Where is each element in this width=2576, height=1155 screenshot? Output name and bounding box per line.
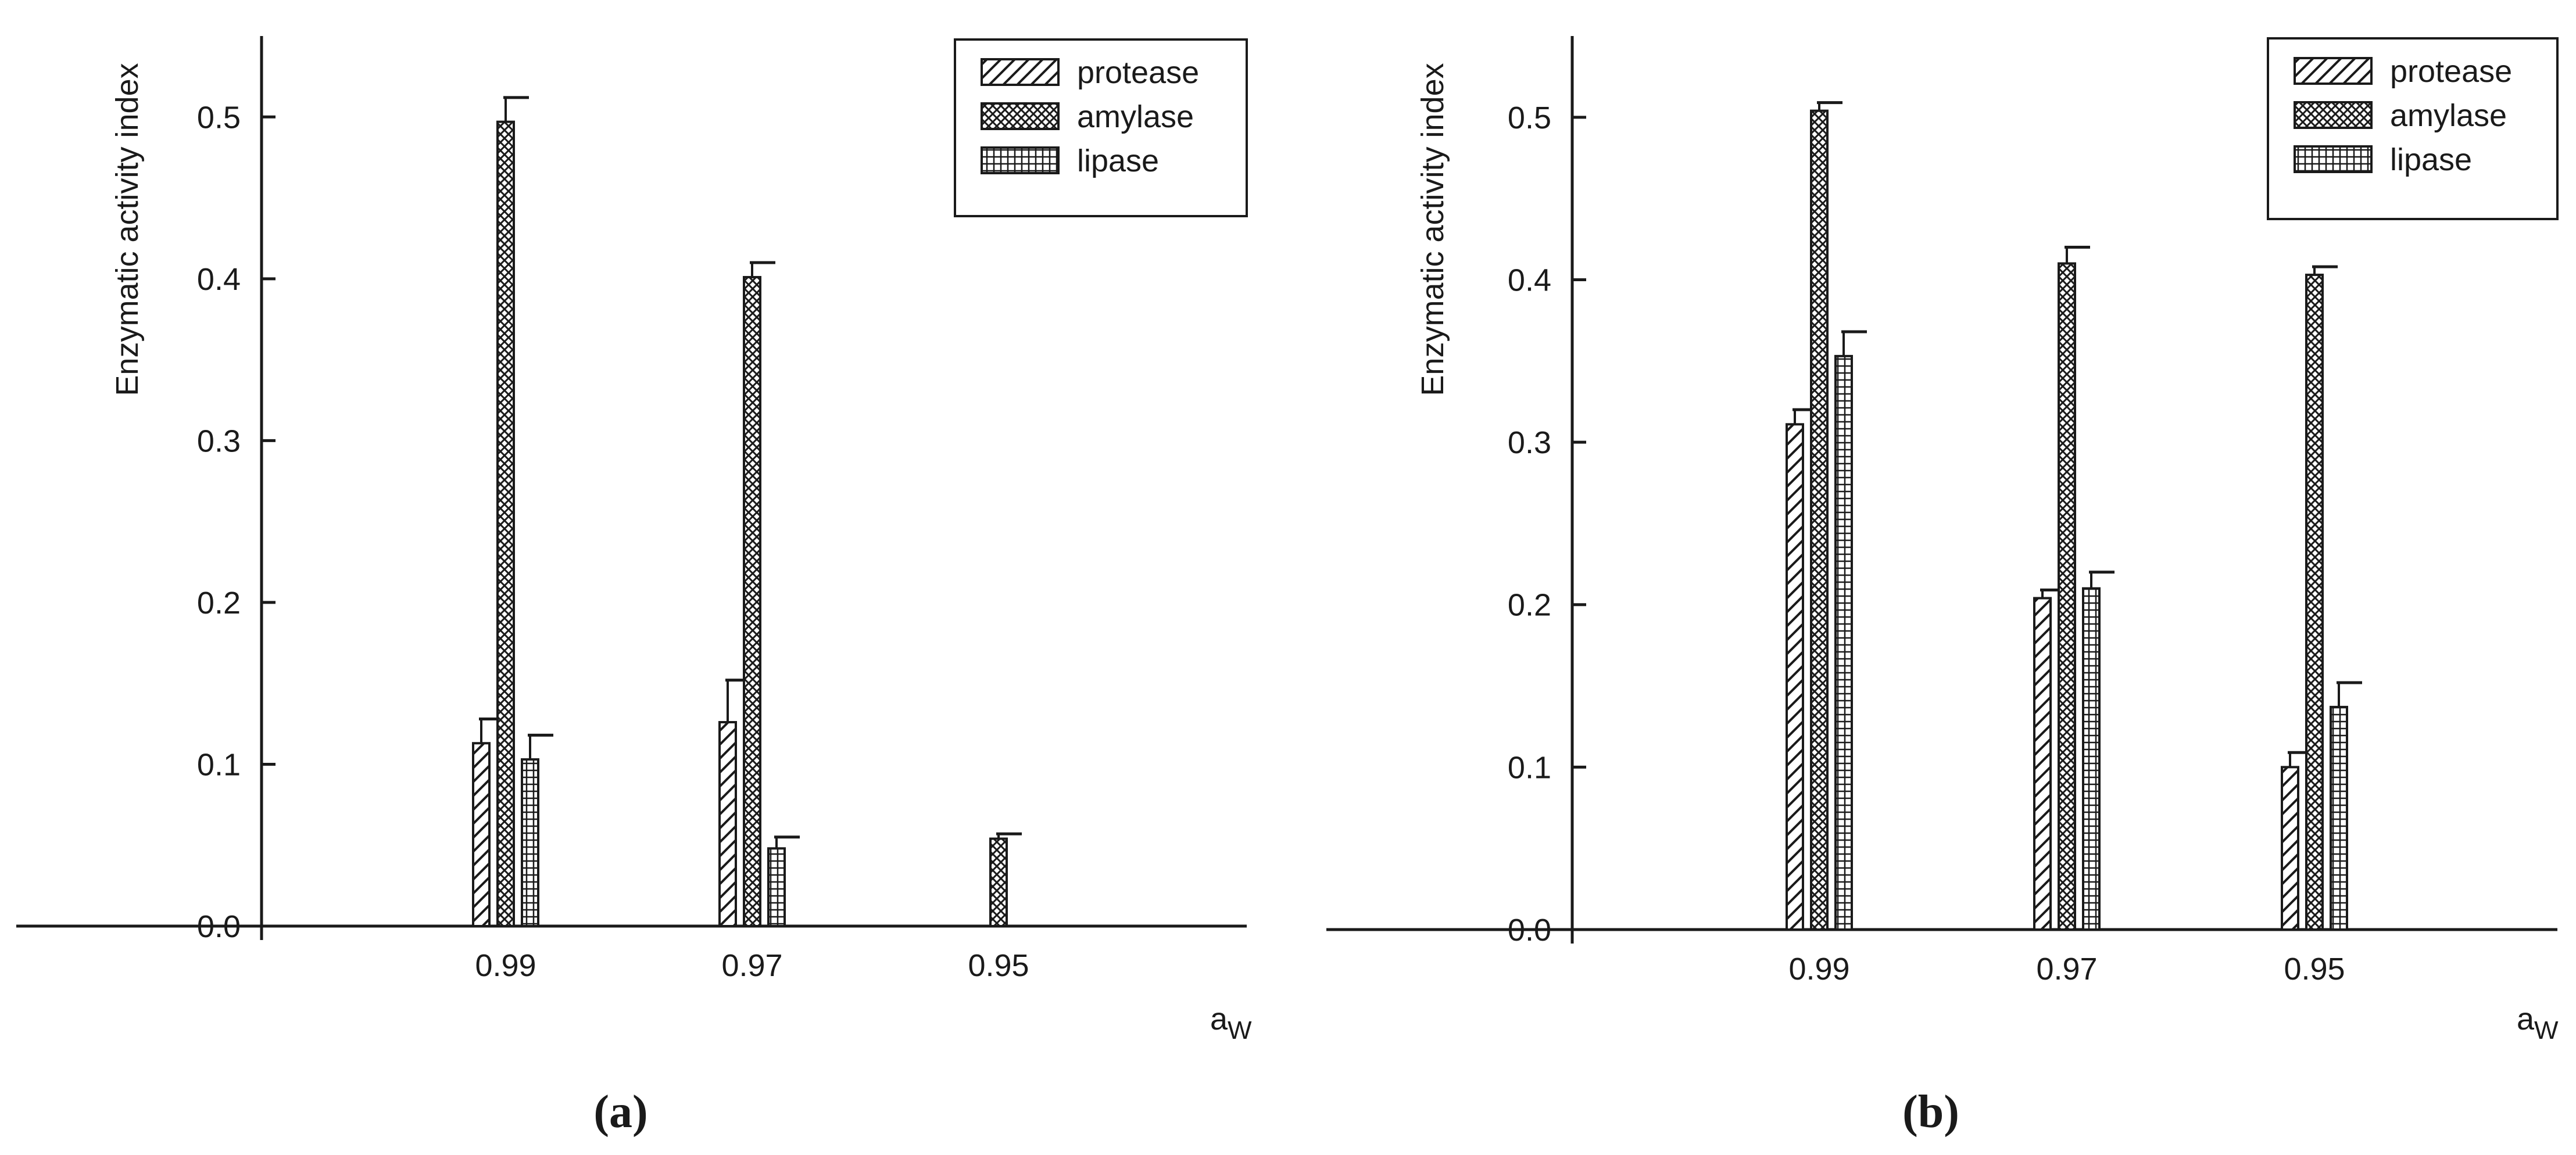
bar-protease-0.95 [2281, 766, 2299, 931]
y-tick-label: 0.3 [1508, 425, 1551, 460]
bar-amylase-0.99 [496, 120, 515, 927]
x-tick-label: 0.97 [2036, 952, 2097, 987]
legend-swatch-amylase [981, 102, 1060, 130]
x-axis-label: aW [1210, 1002, 1252, 1045]
bar-lipase-0.95 [2330, 705, 2348, 931]
bar-lipase-0.99 [521, 758, 539, 927]
bar-protease-0.97 [2033, 597, 2052, 931]
legend-label-lipase: lipase [1077, 144, 1159, 178]
panel-label: (b) [1902, 1086, 1959, 1138]
bar-lipase-0.97 [767, 847, 786, 928]
y-tick-label: 0.0 [197, 909, 241, 944]
legend-swatch-lipase [981, 146, 1060, 174]
x-tick-label: 0.95 [968, 948, 1029, 983]
y-tick-label: 0.4 [1508, 263, 1551, 297]
x-axis-label: aW [2517, 1002, 2559, 1045]
legend-label-protease: protease [2390, 54, 2512, 89]
y-tick-label: 0.2 [1508, 588, 1551, 623]
bar-lipase-0.99 [1834, 354, 1853, 931]
y-tick-label: 0.2 [197, 586, 241, 620]
y-tick-label: 0.1 [1508, 750, 1551, 785]
x-tick-label: 0.99 [1788, 952, 1849, 987]
bar-amylase-0.97 [743, 276, 761, 927]
legend-label-amylase: amylase [2390, 98, 2507, 133]
y-tick-label: 0.5 [197, 100, 241, 135]
bar-protease-0.97 [718, 721, 737, 927]
bar-protease-0.99 [1786, 423, 1804, 931]
x-tick-label: 0.95 [2284, 952, 2345, 987]
x-tick-label: 0.97 [721, 948, 782, 983]
bar-protease-0.99 [472, 742, 491, 928]
chart-panel-a: 0.0 0.1 0.2 0.3 0.4 0.5 Enzymatic activity ind… [16, 36, 1252, 1138]
y-tick-label: 0.4 [197, 262, 241, 297]
x-tick-label: 0.99 [475, 948, 536, 983]
legend-swatch-lipase [2294, 145, 2373, 173]
bar-lipase-0.97 [2082, 587, 2101, 931]
y-tick-label: 0.5 [1508, 101, 1551, 135]
bar-amylase-0.95 [2305, 274, 2324, 931]
y-axis-label: Enzymatic activity index [110, 63, 145, 396]
legend-label-amylase: amylase [1077, 99, 1194, 134]
bar-amylase-0.95 [989, 837, 1008, 927]
y-tick-label: 0.3 [197, 424, 241, 458]
y-axis-label: Enzymatic activity index [1415, 63, 1450, 396]
legend-swatch-protease [2294, 57, 2373, 85]
y-tick-label: 0.0 [1508, 913, 1551, 948]
panel-label: (a) [593, 1086, 647, 1138]
legend-label-lipase: lipase [2390, 142, 2472, 177]
legend-swatch-amylase [2294, 101, 2373, 129]
bar-amylase-0.99 [1810, 109, 1829, 931]
bar-amylase-0.97 [2058, 262, 2076, 931]
legend-swatch-protease [981, 58, 1060, 86]
legend-label-protease: protease [1077, 55, 1199, 90]
chart-panel-b: 0.0 0.1 0.2 0.3 0.4 0.5 Enzymatic activity ind… [1326, 36, 2559, 1138]
y-tick-label: 0.1 [197, 747, 241, 782]
